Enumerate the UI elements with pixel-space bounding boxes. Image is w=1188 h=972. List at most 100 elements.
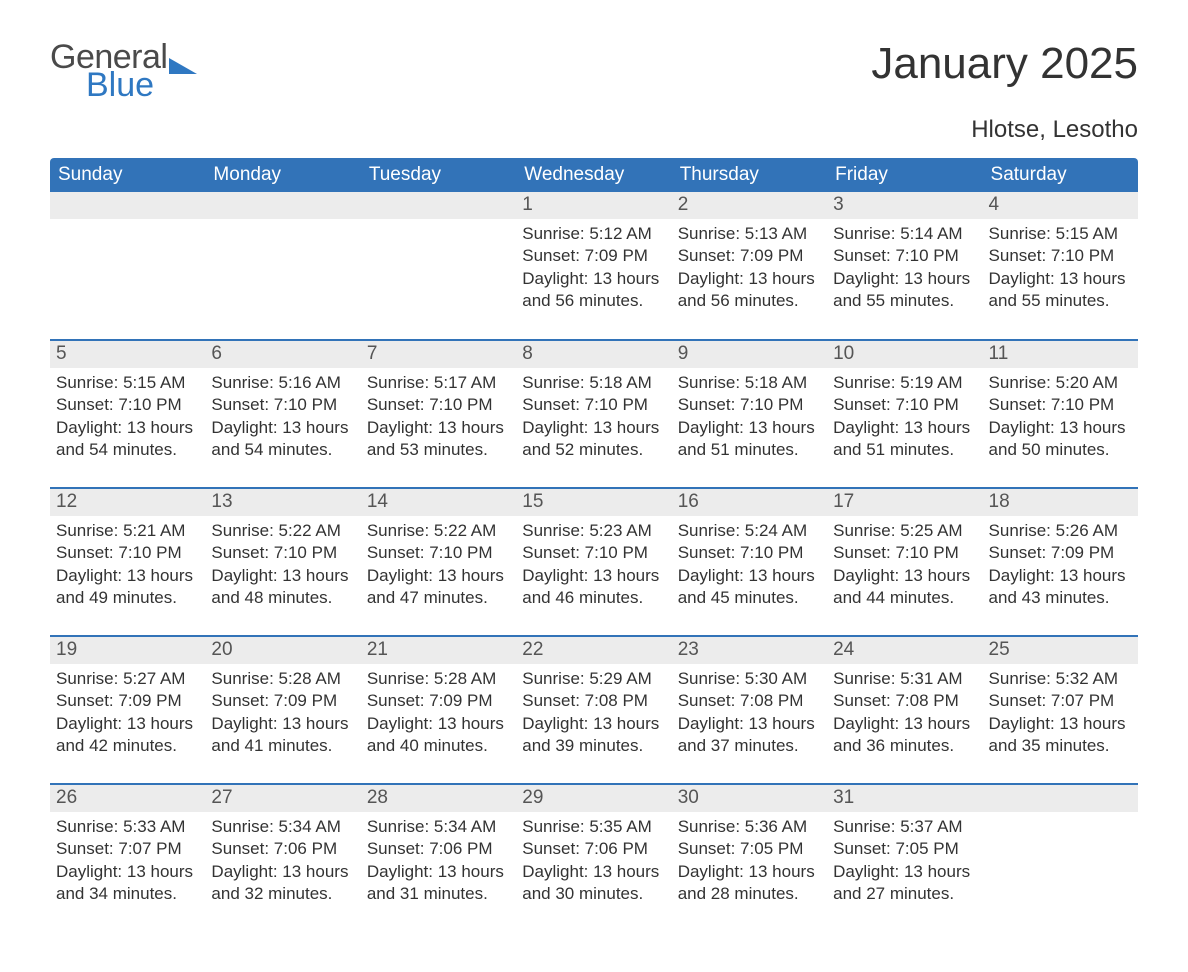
- day-body: Sunrise: 5:28 AMSunset: 7:09 PMDaylight:…: [205, 664, 360, 764]
- day-number: 27: [205, 785, 360, 812]
- sunset-line: Sunset: 7:07 PM: [989, 690, 1132, 712]
- day-body: Sunrise: 5:20 AMSunset: 7:10 PMDaylight:…: [983, 368, 1138, 468]
- sunrise-line: Sunrise: 5:32 AM: [989, 668, 1132, 690]
- daylight-line: Daylight: 13 hours and 35 minutes.: [989, 713, 1132, 758]
- sunrise-line: Sunrise: 5:30 AM: [678, 668, 821, 690]
- day-number: 25: [983, 637, 1138, 664]
- sunset-line: Sunset: 7:10 PM: [833, 245, 976, 267]
- day-body: [361, 219, 516, 229]
- day-number: 10: [827, 341, 982, 368]
- weekday-header: Saturday: [983, 158, 1138, 192]
- sunset-line: Sunset: 7:10 PM: [989, 394, 1132, 416]
- calendar-day-cell: 19Sunrise: 5:27 AMSunset: 7:09 PMDayligh…: [50, 636, 205, 784]
- calendar-day-cell: 26Sunrise: 5:33 AMSunset: 7:07 PMDayligh…: [50, 784, 205, 932]
- sunrise-line: Sunrise: 5:34 AM: [211, 816, 354, 838]
- daylight-line: Daylight: 13 hours and 55 minutes.: [989, 268, 1132, 313]
- calendar-empty-cell: [50, 192, 205, 340]
- daylight-line: Daylight: 13 hours and 50 minutes.: [989, 417, 1132, 462]
- day-body: Sunrise: 5:32 AMSunset: 7:07 PMDaylight:…: [983, 664, 1138, 764]
- day-body: Sunrise: 5:19 AMSunset: 7:10 PMDaylight:…: [827, 368, 982, 468]
- sunrise-line: Sunrise: 5:31 AM: [833, 668, 976, 690]
- calendar-week-row: 26Sunrise: 5:33 AMSunset: 7:07 PMDayligh…: [50, 784, 1138, 932]
- sunrise-line: Sunrise: 5:20 AM: [989, 372, 1132, 394]
- calendar-empty-cell: [205, 192, 360, 340]
- daylight-line: Daylight: 13 hours and 27 minutes.: [833, 861, 976, 906]
- sunrise-line: Sunrise: 5:23 AM: [522, 520, 665, 542]
- daylight-line: Daylight: 13 hours and 28 minutes.: [678, 861, 821, 906]
- sunrise-line: Sunrise: 5:26 AM: [989, 520, 1132, 542]
- day-body: Sunrise: 5:22 AMSunset: 7:10 PMDaylight:…: [361, 516, 516, 616]
- day-body: Sunrise: 5:35 AMSunset: 7:06 PMDaylight:…: [516, 812, 671, 912]
- day-number: 20: [205, 637, 360, 664]
- flag-icon: [169, 56, 197, 74]
- sunrise-line: Sunrise: 5:15 AM: [56, 372, 199, 394]
- sunrise-line: Sunrise: 5:29 AM: [522, 668, 665, 690]
- header-row: General Blue January 2025: [50, 40, 1138, 102]
- calendar-day-cell: 12Sunrise: 5:21 AMSunset: 7:10 PMDayligh…: [50, 488, 205, 636]
- daylight-line: Daylight: 13 hours and 46 minutes.: [522, 565, 665, 610]
- calendar-day-cell: 25Sunrise: 5:32 AMSunset: 7:07 PMDayligh…: [983, 636, 1138, 784]
- sunset-line: Sunset: 7:09 PM: [211, 690, 354, 712]
- calendar-day-cell: 27Sunrise: 5:34 AMSunset: 7:06 PMDayligh…: [205, 784, 360, 932]
- calendar-day-cell: 29Sunrise: 5:35 AMSunset: 7:06 PMDayligh…: [516, 784, 671, 932]
- daylight-line: Daylight: 13 hours and 32 minutes.: [211, 861, 354, 906]
- sunset-line: Sunset: 7:10 PM: [678, 542, 821, 564]
- calendar-day-cell: 23Sunrise: 5:30 AMSunset: 7:08 PMDayligh…: [672, 636, 827, 784]
- daylight-line: Daylight: 13 hours and 39 minutes.: [522, 713, 665, 758]
- day-body: Sunrise: 5:36 AMSunset: 7:05 PMDaylight:…: [672, 812, 827, 912]
- daylight-line: Daylight: 13 hours and 51 minutes.: [833, 417, 976, 462]
- calendar-day-cell: 3Sunrise: 5:14 AMSunset: 7:10 PMDaylight…: [827, 192, 982, 340]
- calendar-day-cell: 1Sunrise: 5:12 AMSunset: 7:09 PMDaylight…: [516, 192, 671, 340]
- day-number: 17: [827, 489, 982, 516]
- sunset-line: Sunset: 7:10 PM: [367, 394, 510, 416]
- sunrise-line: Sunrise: 5:16 AM: [211, 372, 354, 394]
- day-body: Sunrise: 5:33 AMSunset: 7:07 PMDaylight:…: [50, 812, 205, 912]
- calendar-day-cell: 9Sunrise: 5:18 AMSunset: 7:10 PMDaylight…: [672, 340, 827, 488]
- sunrise-line: Sunrise: 5:36 AM: [678, 816, 821, 838]
- day-body: Sunrise: 5:16 AMSunset: 7:10 PMDaylight:…: [205, 368, 360, 468]
- title-block: January 2025: [871, 40, 1138, 88]
- calendar-day-cell: 8Sunrise: 5:18 AMSunset: 7:10 PMDaylight…: [516, 340, 671, 488]
- weekday-header: Friday: [827, 158, 982, 192]
- calendar-day-cell: 28Sunrise: 5:34 AMSunset: 7:06 PMDayligh…: [361, 784, 516, 932]
- calendar-empty-cell: [983, 784, 1138, 932]
- day-body: Sunrise: 5:13 AMSunset: 7:09 PMDaylight:…: [672, 219, 827, 319]
- day-body: Sunrise: 5:24 AMSunset: 7:10 PMDaylight:…: [672, 516, 827, 616]
- daylight-line: Daylight: 13 hours and 49 minutes.: [56, 565, 199, 610]
- calendar-page: General Blue January 2025 Hlotse, Lesoth…: [0, 0, 1188, 972]
- daylight-line: Daylight: 13 hours and 42 minutes.: [56, 713, 199, 758]
- calendar-empty-cell: [361, 192, 516, 340]
- day-body: Sunrise: 5:28 AMSunset: 7:09 PMDaylight:…: [361, 664, 516, 764]
- day-number: 8: [516, 341, 671, 368]
- daylight-line: Daylight: 13 hours and 37 minutes.: [678, 713, 821, 758]
- calendar-day-cell: 18Sunrise: 5:26 AMSunset: 7:09 PMDayligh…: [983, 488, 1138, 636]
- day-number: 6: [205, 341, 360, 368]
- day-number: 29: [516, 785, 671, 812]
- weekday-header: Sunday: [50, 158, 205, 192]
- calendar-day-cell: 2Sunrise: 5:13 AMSunset: 7:09 PMDaylight…: [672, 192, 827, 340]
- day-number: [361, 192, 516, 219]
- calendar-week-row: 12Sunrise: 5:21 AMSunset: 7:10 PMDayligh…: [50, 488, 1138, 636]
- sunset-line: Sunset: 7:10 PM: [56, 542, 199, 564]
- daylight-line: Daylight: 13 hours and 34 minutes.: [56, 861, 199, 906]
- sunset-line: Sunset: 7:10 PM: [678, 394, 821, 416]
- day-number: 11: [983, 341, 1138, 368]
- day-body: [205, 219, 360, 229]
- day-number: 1: [516, 192, 671, 219]
- calendar-day-cell: 21Sunrise: 5:28 AMSunset: 7:09 PMDayligh…: [361, 636, 516, 784]
- sunset-line: Sunset: 7:09 PM: [522, 245, 665, 267]
- sunrise-line: Sunrise: 5:28 AM: [211, 668, 354, 690]
- location-label: Hlotse, Lesotho: [50, 116, 1138, 144]
- day-number: 16: [672, 489, 827, 516]
- weekday-header: Thursday: [672, 158, 827, 192]
- day-number: 19: [50, 637, 205, 664]
- sunrise-line: Sunrise: 5:15 AM: [989, 223, 1132, 245]
- day-number: 26: [50, 785, 205, 812]
- sunset-line: Sunset: 7:08 PM: [522, 690, 665, 712]
- weekday-header: Tuesday: [361, 158, 516, 192]
- day-number: 5: [50, 341, 205, 368]
- daylight-line: Daylight: 13 hours and 41 minutes.: [211, 713, 354, 758]
- daylight-line: Daylight: 13 hours and 54 minutes.: [56, 417, 199, 462]
- day-body: Sunrise: 5:31 AMSunset: 7:08 PMDaylight:…: [827, 664, 982, 764]
- sunrise-line: Sunrise: 5:13 AM: [678, 223, 821, 245]
